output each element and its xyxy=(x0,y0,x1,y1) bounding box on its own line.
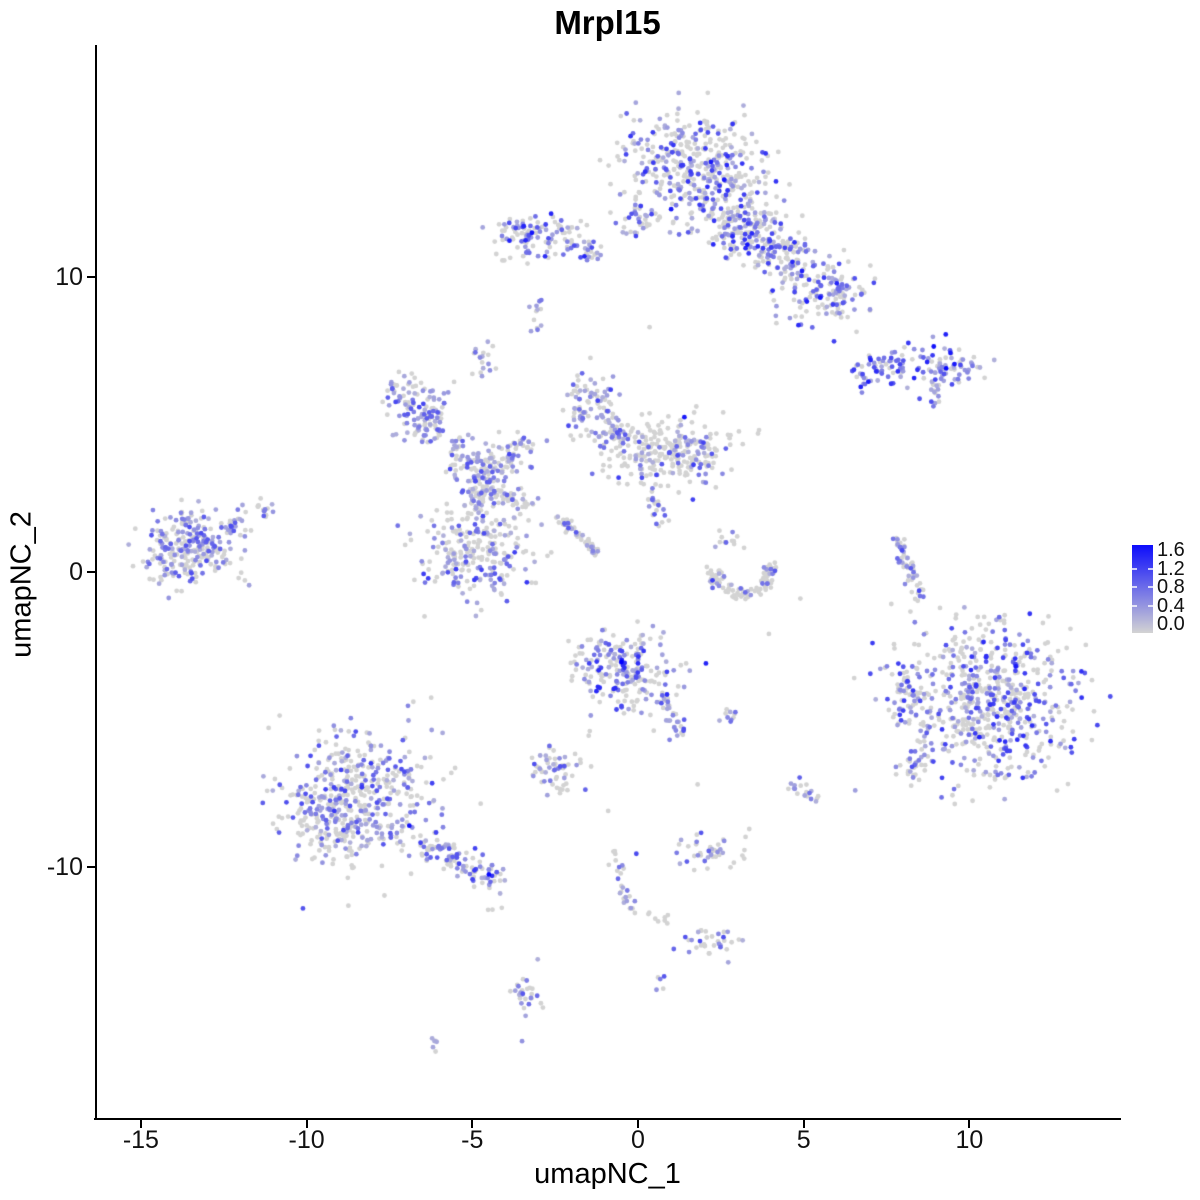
x-tick xyxy=(305,1120,308,1128)
x-tick xyxy=(637,1120,639,1128)
legend-tick-label: 1.2 xyxy=(1157,557,1185,580)
y-tick-label: -10 xyxy=(46,853,83,881)
legend-colorbar xyxy=(1132,545,1153,633)
x-tick xyxy=(139,1120,142,1128)
x-tick-label: -10 xyxy=(288,1126,325,1154)
expression-legend: 1.6 1.2 0.8 0.4 0.0 xyxy=(1132,539,1200,635)
legend-tick-mark xyxy=(1132,586,1137,588)
y-tick xyxy=(87,276,95,278)
y-tick-label: 10 xyxy=(55,263,83,291)
legend-tick-mark xyxy=(1132,567,1137,570)
x-tick-label: 0 xyxy=(631,1126,645,1154)
legend-tick-mark xyxy=(1148,586,1153,588)
y-tick-label: 0 xyxy=(69,558,83,586)
x-axis-line xyxy=(94,1118,1121,1120)
legend-tick-mark xyxy=(1132,604,1137,607)
x-axis-title: umapNC_1 xyxy=(534,1158,681,1190)
legend-tick-label: 0.8 xyxy=(1157,576,1185,598)
legend-tick-label: 0.4 xyxy=(1157,594,1185,617)
x-tick-label: -5 xyxy=(461,1126,484,1154)
legend-tick-mark xyxy=(1148,604,1153,607)
x-tick xyxy=(471,1120,474,1128)
x-tick xyxy=(802,1120,805,1128)
x-tick-label: 10 xyxy=(955,1126,984,1154)
legend-tick-mark xyxy=(1148,567,1153,570)
y-tick xyxy=(87,571,95,573)
legend-tick-label: 1.6 xyxy=(1157,539,1185,561)
x-tick-label: -15 xyxy=(122,1126,159,1154)
y-axis-title: umapNC_2 xyxy=(5,511,38,658)
legend-labels: 1.6 1.2 0.8 0.4 0.0 xyxy=(1157,539,1200,635)
y-axis-line xyxy=(95,45,97,1120)
x-tick xyxy=(968,1120,971,1128)
x-tick-label: 5 xyxy=(796,1126,811,1154)
y-tick xyxy=(87,866,95,868)
legend-tick-label: 0.0 xyxy=(1157,613,1185,635)
